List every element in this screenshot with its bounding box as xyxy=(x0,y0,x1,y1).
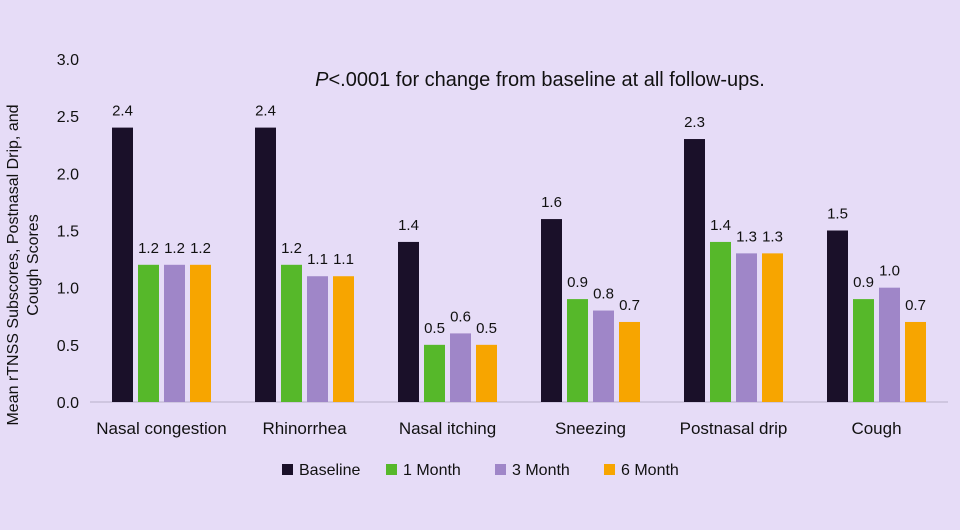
bar-1-month xyxy=(424,344,445,402)
data-label: 1.2 xyxy=(281,240,302,257)
x-category-label: Sneezing xyxy=(555,419,626,438)
data-label: 1.2 xyxy=(190,240,211,257)
data-label: 1.4 xyxy=(710,217,731,234)
legend: Baseline 1 Month 3 Month 6 Month xyxy=(282,462,679,479)
data-label: 2.3 xyxy=(684,114,705,131)
legend-label: 3 Month xyxy=(512,462,570,479)
y-axis-label-line: Cough Scores xyxy=(25,214,42,315)
bar-3-month xyxy=(450,333,471,402)
bar-1-month xyxy=(281,264,302,402)
data-label: 2.4 xyxy=(112,103,133,120)
bar-3-month xyxy=(593,310,614,402)
data-label: 0.8 xyxy=(593,286,614,303)
bar-3-month xyxy=(736,253,757,402)
y-axis-label: Mean rTNSS Subscores, Postnasal Drip, an… xyxy=(5,104,42,425)
legend-label: 1 Month xyxy=(403,462,461,479)
data-label: 1.1 xyxy=(307,251,328,268)
bar-6-month xyxy=(476,344,497,402)
annotation-italic: P xyxy=(315,69,329,91)
bar-baseline xyxy=(112,127,133,402)
y-tick-label: 0.0 xyxy=(57,395,79,412)
data-label: 1.0 xyxy=(879,263,900,280)
x-category-label: Nasal congestion xyxy=(96,419,226,438)
legend-label: Baseline xyxy=(299,462,360,479)
data-label: 2.4 xyxy=(255,103,276,120)
bar-6-month xyxy=(333,276,354,402)
bar-3-month xyxy=(164,264,185,402)
bar-1-month xyxy=(853,299,874,402)
data-label: 1.3 xyxy=(762,228,783,245)
data-label: 1.2 xyxy=(138,240,159,257)
y-axis-ticks: 0.0 0.5 1.0 1.5 2.0 2.5 3.0 xyxy=(57,52,79,412)
legend-label: 6 Month xyxy=(621,462,679,479)
data-label: 1.3 xyxy=(736,228,757,245)
y-tick-label: 1.5 xyxy=(57,224,79,241)
annotation-text: <.0001 for change from baseline at all f… xyxy=(328,69,764,91)
bar-6-month xyxy=(762,253,783,402)
bar-6-month xyxy=(190,264,211,402)
bars-group xyxy=(112,127,926,403)
bar-6-month xyxy=(619,321,640,402)
bar-1-month xyxy=(567,299,588,402)
data-label: 0.5 xyxy=(424,320,445,337)
data-label: 0.6 xyxy=(450,308,471,325)
bar-baseline xyxy=(827,230,848,402)
y-tick-label: 0.5 xyxy=(57,338,79,355)
bar-1-month xyxy=(710,241,731,402)
x-category-label: Nasal itching xyxy=(399,419,496,438)
bar-baseline xyxy=(541,219,562,402)
x-category-label: Postnasal drip xyxy=(680,419,788,438)
category-labels-group: Nasal congestion Rhinorrhea Nasal itching S… xyxy=(96,419,901,438)
data-label: 1.1 xyxy=(333,251,354,268)
legend-swatch xyxy=(282,464,293,475)
bar-baseline xyxy=(684,139,705,403)
data-label: 0.9 xyxy=(567,274,588,291)
data-labels-group: 2.4 1.2 1.2 1.2 2.4 1.2 1.1 1.1 1.4 0.5 0.6 0.5 1.6 0… xyxy=(112,103,926,337)
y-tick-label: 2.5 xyxy=(57,109,79,126)
bar-3-month xyxy=(307,276,328,402)
data-label: 0.9 xyxy=(853,274,874,291)
y-axis-title: Mean rTNSS Subscores, Postnasal Drip, an… xyxy=(5,104,42,425)
data-label: 1.5 xyxy=(827,206,848,223)
bar-1-month xyxy=(138,264,159,402)
data-label: 0.5 xyxy=(476,320,497,337)
bar-6-month xyxy=(905,321,926,402)
data-label: 0.7 xyxy=(619,297,640,314)
chart-annotation: P<.0001 for change from baseline at all … xyxy=(315,69,765,91)
data-label: 1.2 xyxy=(164,240,185,257)
legend-swatch xyxy=(495,464,506,475)
y-tick-label: 1.0 xyxy=(57,281,79,298)
data-label: 0.7 xyxy=(905,297,926,314)
y-tick-label: 3.0 xyxy=(57,52,79,69)
y-tick-label: 2.0 xyxy=(57,166,79,183)
data-label: 1.4 xyxy=(398,217,419,234)
x-category-label: Cough xyxy=(851,419,901,438)
x-category-label: Rhinorrhea xyxy=(262,419,347,438)
legend-swatch xyxy=(386,464,397,475)
y-axis-label-line: Mean rTNSS Subscores, Postnasal Drip, an… xyxy=(5,104,22,425)
data-label: 1.6 xyxy=(541,194,562,211)
bar-3-month xyxy=(879,287,900,402)
bar-baseline xyxy=(255,127,276,402)
bar-baseline xyxy=(398,241,419,402)
legend-swatch xyxy=(604,464,615,475)
